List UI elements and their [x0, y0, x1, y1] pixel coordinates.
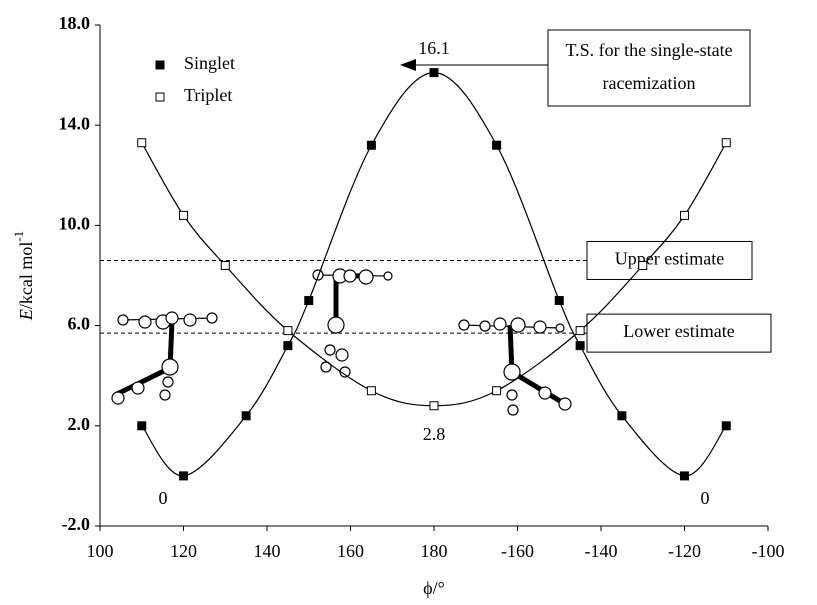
marker [138, 422, 146, 430]
callout-text: racemization [603, 73, 696, 93]
marker [493, 387, 501, 395]
marker [576, 327, 584, 335]
legend-label: Singlet [184, 53, 235, 73]
marker [639, 261, 647, 269]
x-tick-label: -120 [668, 541, 701, 561]
marker [180, 211, 188, 219]
chart: -2.0 2.0 6.0 10.0 14.0 18.0 100 120 140 160 180 -16… [0, 0, 817, 605]
x-tick-label: -160 [501, 541, 534, 561]
x-tick-label: 120 [170, 541, 197, 561]
x-tick-label: -140 [585, 541, 618, 561]
y-tick-label: -2.0 [62, 514, 91, 534]
marker [180, 472, 188, 480]
marker [305, 297, 313, 305]
y-label-symbol: E [16, 309, 36, 321]
marker [493, 141, 501, 149]
marker [138, 139, 146, 147]
y-label-exponent: -1 [11, 231, 26, 242]
marker [221, 261, 229, 269]
y-tick-label: 6.0 [68, 314, 91, 334]
x-tick-label: 160 [337, 541, 364, 561]
marker [722, 422, 730, 430]
annotation: 2.8 [423, 424, 446, 444]
x-axis-label: ϕ/° [423, 578, 445, 598]
annotation: 0 [159, 488, 168, 508]
y-tick-label: 2.0 [68, 414, 91, 434]
marker [681, 211, 689, 219]
marker [367, 387, 375, 395]
y-axis-label: E/kcal mol-1 [11, 231, 36, 321]
callout-arrowhead [400, 59, 416, 71]
y-tick-label: 10.0 [59, 214, 91, 234]
x-tick-label: 180 [421, 541, 448, 561]
y-tick-label: 18.0 [59, 13, 91, 33]
reference-label: Lower estimate [623, 321, 734, 341]
marker [430, 69, 438, 77]
marker [284, 342, 292, 350]
marker [576, 342, 584, 350]
x-tick-label: 140 [254, 541, 281, 561]
x-tick-label: 100 [87, 541, 114, 561]
marker [367, 141, 375, 149]
callout-text: T.S. for the single-state [565, 40, 732, 60]
marker [722, 139, 730, 147]
marker [681, 472, 689, 480]
annotation: 0 [701, 488, 710, 508]
x-tick-label: -100 [752, 541, 785, 561]
legend-marker [156, 93, 164, 101]
marker [618, 412, 626, 420]
legend-marker [156, 61, 164, 69]
legend-label: Triplet [184, 85, 232, 105]
marker [555, 297, 563, 305]
marker [284, 327, 292, 335]
reference-label: Upper estimate [615, 249, 724, 269]
y-tick-label: 14.0 [59, 113, 91, 133]
molecule-drawings [112, 269, 571, 415]
marker [430, 402, 438, 410]
y-label-unit: /kcal mol [16, 242, 36, 309]
annotation: 16.1 [418, 38, 450, 58]
marker [242, 412, 250, 420]
